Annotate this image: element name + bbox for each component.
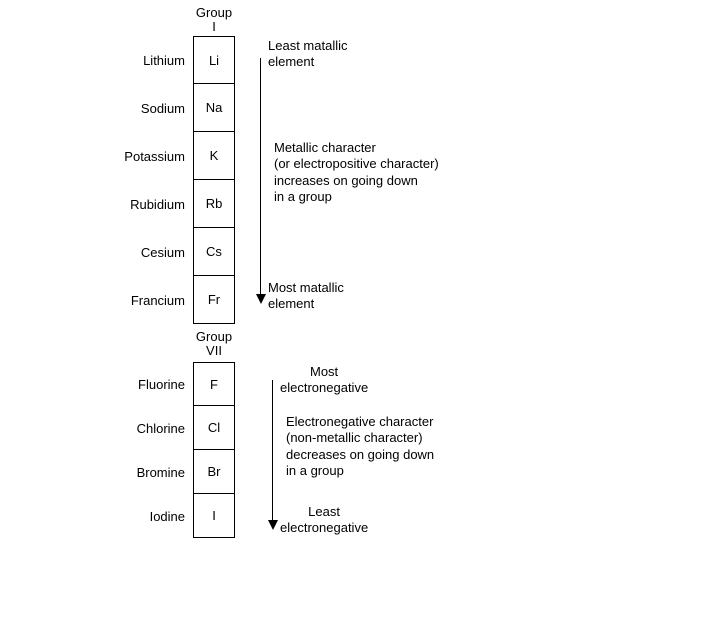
g2-row-2: Bromine Br [113, 450, 235, 494]
g2-bot-label: Leastelectronegative [280, 504, 368, 537]
g1-row-2: Potassium K [113, 132, 235, 180]
g1-row-3: Rubidium Rb [113, 180, 235, 228]
diagram-canvas: GroupI Lithium Li Sodium Na Potassium K … [0, 0, 725, 628]
g1-name-2: Potassium [113, 149, 193, 164]
g2-name-3: Iodine [113, 509, 193, 524]
g1-name-0: Lithium [113, 53, 193, 68]
g2-name-2: Bromine [113, 465, 193, 480]
g1-mid-label: Metallic character(or electropositive ch… [274, 140, 439, 205]
g1-sym-5: Fr [193, 276, 235, 324]
group1-title: GroupI [193, 6, 235, 35]
g1-sym-0: Li [193, 36, 235, 84]
g1-arrow-line [260, 58, 261, 296]
g1-name-4: Cesium [113, 245, 193, 260]
g2-row-1: Chlorine Cl [113, 406, 235, 450]
g2-name-0: Fluorine [113, 377, 193, 392]
g1-name-1: Sodium [113, 101, 193, 116]
group2-title: GroupVII [193, 330, 235, 359]
g1-arrow-head-icon [256, 294, 266, 304]
g1-name-3: Rubidium [113, 197, 193, 212]
g1-row-0: Lithium Li [113, 36, 235, 84]
g2-top-label: Mostelectronegative [280, 364, 368, 397]
g1-row-4: Cesium Cs [113, 228, 235, 276]
g2-sym-3: I [193, 494, 235, 538]
g2-sym-2: Br [193, 450, 235, 494]
g1-sym-3: Rb [193, 180, 235, 228]
g1-sym-2: K [193, 132, 235, 180]
g2-arrow-line [272, 380, 273, 522]
g1-name-5: Francium [113, 293, 193, 308]
g2-row-3: Iodine I [113, 494, 235, 538]
g1-sym-4: Cs [193, 228, 235, 276]
g2-sym-0: F [193, 362, 235, 406]
g2-sym-1: Cl [193, 406, 235, 450]
g1-bot-label: Most matallicelement [268, 280, 344, 313]
group2-title-text: GroupVII [196, 329, 232, 358]
g1-row-1: Sodium Na [113, 84, 235, 132]
g2-arrow-head-icon [268, 520, 278, 530]
g2-name-1: Chlorine [113, 421, 193, 436]
group1-title-line1: GroupI [196, 5, 232, 34]
g1-top-label: Least matallicelement [268, 38, 347, 71]
g2-row-0: Fluorine F [113, 362, 235, 406]
g2-mid-label: Electronegative character(non-metallic c… [286, 414, 434, 479]
g1-sym-1: Na [193, 84, 235, 132]
g1-row-5: Francium Fr [113, 276, 235, 324]
